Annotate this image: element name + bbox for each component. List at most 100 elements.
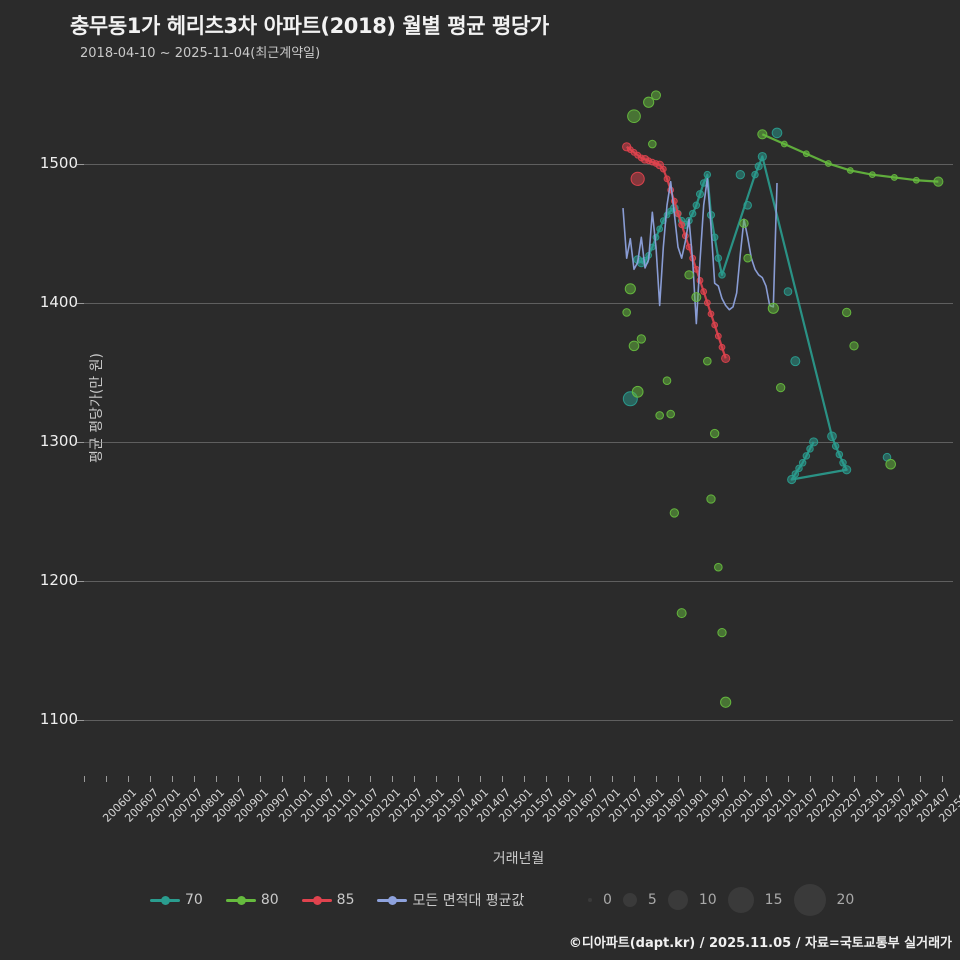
data-point bbox=[663, 175, 671, 183]
data-point bbox=[695, 190, 705, 199]
y-tick-label: 1200 bbox=[39, 571, 78, 590]
x-axis-label: 거래년월 bbox=[492, 851, 545, 867]
x-tick-mark bbox=[106, 776, 107, 782]
x-tick-mark bbox=[172, 776, 173, 782]
data-point bbox=[717, 627, 727, 638]
data-point bbox=[718, 271, 726, 279]
data-point bbox=[630, 171, 645, 186]
data-point bbox=[754, 162, 763, 171]
x-tick-mark bbox=[722, 776, 723, 782]
data-point bbox=[648, 139, 657, 149]
legend-swatch-icon bbox=[301, 895, 332, 905]
data-point bbox=[735, 169, 745, 180]
data-point bbox=[655, 411, 664, 420]
legend-size-group: 0 5 10 15 20 bbox=[588, 884, 865, 916]
x-tick-mark bbox=[282, 776, 283, 782]
data-point bbox=[711, 321, 719, 329]
data-point bbox=[795, 464, 803, 473]
data-point bbox=[802, 150, 810, 158]
x-tick-mark bbox=[502, 776, 503, 782]
x-tick-mark bbox=[766, 776, 767, 782]
legend-item-70[interactable]: 70 bbox=[150, 892, 203, 908]
data-point bbox=[707, 310, 715, 318]
data-point bbox=[842, 465, 852, 475]
y-tick-label: 1500 bbox=[39, 153, 78, 172]
legend-label: 모든 면적대 평균값 bbox=[412, 893, 525, 909]
x-tick-mark bbox=[392, 776, 393, 782]
data-point bbox=[624, 283, 636, 295]
series-80 bbox=[757, 129, 944, 187]
series-layer bbox=[622, 90, 944, 708]
legend-size-bubble bbox=[588, 898, 592, 902]
data-point bbox=[703, 299, 711, 307]
data-point bbox=[721, 353, 731, 364]
legend-item-80[interactable]: 80 bbox=[225, 892, 279, 908]
x-tick-mark bbox=[920, 776, 921, 782]
series-line bbox=[622, 178, 778, 325]
data-point bbox=[720, 696, 732, 708]
x-tick-mark bbox=[524, 776, 525, 782]
legend-item-모든 면적대 평균값[interactable]: 모든 면적대 평균값 bbox=[377, 890, 524, 910]
data-point bbox=[798, 459, 807, 467]
legend-size-label: 5 bbox=[647, 892, 657, 908]
x-tick-mark bbox=[678, 776, 679, 782]
data-point bbox=[780, 140, 788, 148]
x-tick-mark bbox=[656, 776, 657, 782]
legend-size-bubble bbox=[727, 887, 754, 913]
x-tick-mark bbox=[942, 776, 943, 782]
data-point bbox=[714, 332, 722, 340]
series-line bbox=[637, 155, 848, 481]
data-point bbox=[806, 445, 814, 453]
data-point bbox=[628, 340, 640, 352]
data-point bbox=[835, 450, 844, 459]
data-point bbox=[703, 356, 712, 366]
x-tick-mark bbox=[612, 776, 613, 782]
x-tick-mark bbox=[590, 776, 591, 782]
legend-item-85[interactable]: 85 bbox=[301, 892, 355, 908]
data-point bbox=[787, 474, 797, 485]
data-point bbox=[771, 127, 783, 139]
legend-label: 70 bbox=[185, 892, 203, 908]
data-point bbox=[627, 109, 641, 124]
chart-subtitle: 2018-04-10 ~ 2025-11-04(최근계약일) bbox=[80, 46, 321, 61]
series-70 bbox=[633, 151, 852, 485]
data-point bbox=[622, 308, 631, 317]
data-point bbox=[714, 254, 723, 262]
x-tick-mark bbox=[634, 776, 635, 782]
legend-swatch-icon bbox=[150, 895, 180, 905]
x-tick-mark bbox=[238, 776, 239, 782]
data-point bbox=[839, 459, 847, 467]
data-point bbox=[776, 382, 786, 393]
data-point bbox=[743, 200, 752, 210]
gridline bbox=[84, 441, 953, 443]
data-point bbox=[767, 302, 779, 314]
y-tick-label: 1400 bbox=[39, 292, 78, 311]
data-point bbox=[827, 431, 837, 442]
data-point bbox=[739, 218, 749, 229]
data-point bbox=[718, 343, 726, 351]
x-tick-mark bbox=[304, 776, 305, 782]
y-tick-mark bbox=[77, 581, 84, 583]
x-tick-mark bbox=[480, 776, 481, 782]
x-tick-mark bbox=[898, 776, 899, 782]
y-tick-mark bbox=[77, 302, 84, 304]
legend-label: 85 bbox=[336, 892, 355, 908]
data-point bbox=[831, 442, 840, 450]
x-tick-mark bbox=[436, 776, 437, 782]
data-point bbox=[659, 165, 667, 173]
y-tick-mark bbox=[77, 441, 84, 443]
x-tick-mark bbox=[744, 776, 745, 782]
gridline bbox=[84, 581, 953, 583]
data-point bbox=[676, 608, 687, 619]
x-tick-mark bbox=[458, 776, 459, 782]
data-point bbox=[933, 176, 944, 187]
x-tick-mark bbox=[700, 776, 701, 782]
data-point bbox=[743, 253, 752, 263]
data-point bbox=[700, 288, 708, 295]
legend-size-label: 15 bbox=[764, 892, 783, 908]
series-line bbox=[761, 133, 939, 183]
y-tick-label: 1100 bbox=[39, 710, 78, 729]
data-point bbox=[692, 265, 700, 273]
data-point bbox=[674, 210, 682, 218]
page-title: 충무동1가 헤리츠3차 아파트(2018) 월별 평균 평당가 bbox=[70, 14, 549, 38]
